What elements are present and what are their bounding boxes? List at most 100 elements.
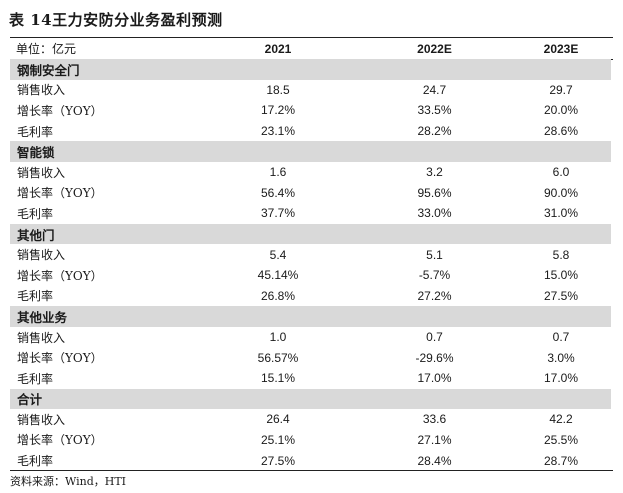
row-label: 销售收入 [17,165,66,180]
value-cell: 90.0% [543,185,579,200]
value-cell: 95.6% [417,185,452,200]
table-row: 毛利率 27.5% 28.4% 28.7% [10,450,611,471]
value-cell: 56.57% [257,350,299,365]
value-cell: 26.4 [266,412,290,427]
row-label: 毛利率 [17,289,54,304]
bottom-rule [10,470,613,471]
table-row: 增长率（YOY） 17.2% 33.5% 20.0% [10,100,611,121]
table-row: 销售收入 1.6 3.2 6.0 [10,162,611,183]
value-cell: 27.1% [417,432,452,447]
source-note: 资料来源：Wind，HTI [10,475,127,488]
value-cell: 17.0% [417,371,452,386]
section-title: 智能锁 [10,141,198,162]
row-label: 毛利率 [17,371,54,386]
section-title: 钢制安全门 [10,59,198,80]
value-cell: 0.7 [426,330,443,345]
value-cell: 28.4% [417,453,452,468]
row-label: 销售收入 [17,248,66,263]
section-cell [511,141,611,162]
section-cell [511,223,611,245]
row-label: 毛利率 [17,454,54,469]
value-cell: 28.7% [543,453,579,468]
value-cell: 24.7 [422,82,447,97]
value-cell: 56.4% [260,185,296,200]
table-title: 表 14王力安防分业务盈利预测 [9,11,223,29]
value-cell: 1.6 [269,165,287,180]
value-cell: 31.0% [543,206,579,221]
section-row: 智能锁 [10,141,611,162]
value-cell: 6.0 [552,165,570,180]
value-cell: 27.5% [543,288,579,303]
table-row: 销售收入 18.5 24.7 29.7 [10,80,611,101]
value-cell: 17.0% [543,371,579,386]
year-header: 2021 [264,41,292,56]
row-label: 增长率（YOY） [17,268,103,283]
section-cell [198,388,358,410]
value-cell: 5.4 [269,247,287,262]
section-cell [358,306,511,327]
value-cell: 15.0% [543,268,579,283]
row-label: 增长率（YOY） [17,103,103,118]
value-cell: 17.2% [260,103,296,118]
value-cell: 15.1% [260,371,296,386]
table-row: 增长率（YOY） 25.1% 27.1% 25.5% [10,430,611,451]
table-row: 毛利率 15.1% 17.0% 17.0% [10,368,611,389]
unit-label: 单位：亿元 [16,42,77,56]
table-row: 增长率（YOY） 45.14% -5.7% 15.0% [10,265,611,286]
section-cell [511,388,611,410]
table-row: 销售收入 5.4 5.1 5.8 [10,244,611,265]
table-row: 增长率（YOY） 56.4% 95.6% 90.0% [10,183,611,204]
value-cell: 0.7 [552,330,570,345]
row-label: 毛利率 [17,206,54,221]
value-cell: 26.8% [260,288,296,303]
value-cell: 29.7 [549,82,573,97]
value-cell: 3.0% [547,350,575,365]
year-header: 2022E [417,41,452,56]
table-row: 毛利率 23.1% 28.2% 28.6% [10,121,611,142]
table-row: 毛利率 26.8% 27.2% 27.5% [10,286,611,307]
value-cell: 33.0% [417,206,452,221]
row-label: 毛利率 [17,124,54,139]
value-cell: 5.1 [426,247,443,262]
section-row: 其他业务 [10,306,611,327]
section-cell [358,59,511,80]
value-cell: 20.0% [543,103,579,118]
row-label: 增长率（YOY） [17,351,103,366]
year-header: 2023E [543,41,579,56]
value-cell: 25.5% [543,432,579,447]
value-cell: 28.2% [417,124,452,139]
value-cell: 33.6 [422,412,447,427]
table-row: 销售收入 1.0 0.7 0.7 [10,327,611,348]
value-cell: 5.8 [552,247,570,262]
value-cell: 25.1% [260,432,296,447]
value-cell: 18.5 [266,82,290,97]
row-label: 增长率（YOY） [17,186,103,201]
section-row: 其他门 [10,223,611,245]
section-cell [511,59,611,80]
value-cell: 3.2 [426,165,443,180]
top-rule [10,37,613,38]
section-cell [358,388,511,410]
section-cell [198,306,358,327]
row-label: 增长率（YOY） [17,433,103,448]
table-header-row: 单位：亿元 2021 2022E 2023E [10,38,611,59]
value-cell: 45.14% [257,268,299,283]
section-cell [358,141,511,162]
value-cell: 1.0 [269,330,287,345]
table-row: 增长率（YOY） 56.57% -29.6% 3.0% [10,347,611,368]
section-title: 其他门 [10,223,198,245]
value-cell: 27.2% [417,288,452,303]
table-row: 销售收入 26.4 33.6 42.2 [10,409,611,430]
value-cell: 33.5% [417,103,452,118]
section-title: 合计 [10,388,198,410]
value-cell: 23.1% [260,124,296,139]
section-cell [198,223,358,245]
value-cell: -29.6% [415,350,454,365]
value-cell: 27.5% [260,453,296,468]
section-cell [511,306,611,327]
section-cell [198,59,358,80]
forecast-table: 单位：亿元 2021 2022E 2023E 钢制安全门销售收入 18.5 24.7… [10,38,611,471]
value-cell: 28.6% [543,124,579,139]
section-title: 其他业务 [10,306,198,327]
value-cell: 42.2 [549,412,573,427]
